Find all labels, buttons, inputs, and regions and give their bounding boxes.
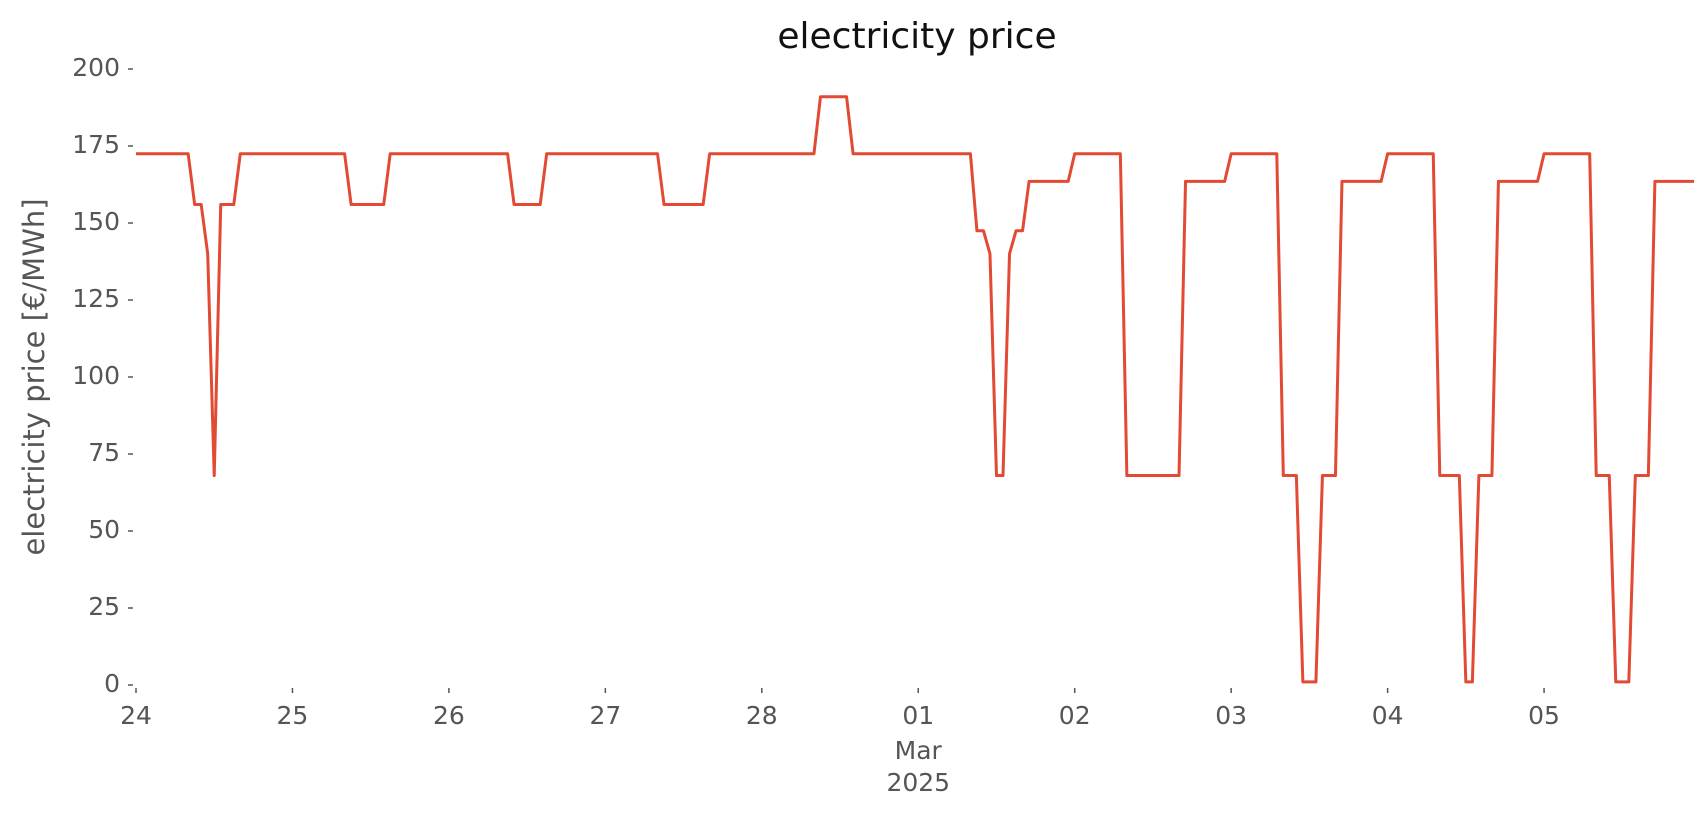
x-tick-label: 04 [1372,701,1404,730]
x-tick-label: 03 [1215,701,1247,730]
x-tick-label: 02 [1059,701,1091,730]
x-tick-sublabel: 2025 [886,768,950,797]
x-tick-sublabel: Mar [895,736,943,765]
y-axis-label: electricity price [€/MWh] [17,198,51,555]
y-tick-label: 50 [88,515,120,544]
y-tick-label: 25 [88,592,120,621]
y-tick-label: 100 [72,361,120,390]
x-tick-label: 24 [120,701,152,730]
price-line [136,95,1694,684]
x-tick-label: 28 [746,701,778,730]
y-tick-label: 0 [104,669,120,698]
y-tick-label: 175 [72,130,120,159]
x-tick-label: 25 [277,701,309,730]
y-tick-label: 200 [72,53,120,82]
y-tick-label: 75 [88,438,120,467]
x-tick-label: 27 [589,701,621,730]
y-tick-label: 125 [72,284,120,313]
x-tick-label: 01 [902,701,934,730]
chart-title: electricity price [777,16,1056,57]
x-tick-label: 05 [1528,701,1560,730]
y-tick-label: 150 [72,207,120,236]
x-tick-label: 26 [433,701,465,730]
